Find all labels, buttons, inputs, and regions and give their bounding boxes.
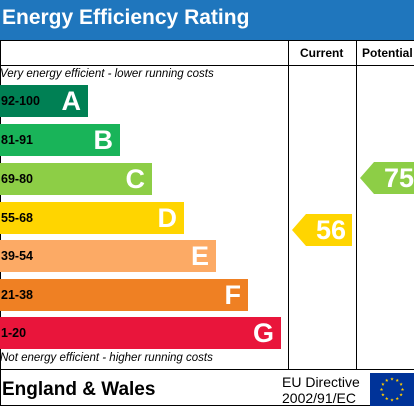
band-range: 69-80 — [1, 172, 33, 186]
band-letter: E — [190, 241, 209, 271]
eu-star-icon — [381, 392, 385, 397]
band-range: 39-54 — [1, 249, 33, 263]
eu-star-icon — [390, 377, 394, 381]
band-letter: A — [61, 86, 82, 116]
eu-star-icon — [379, 387, 384, 391]
page-title: Energy Efficiency Rating — [2, 6, 250, 29]
current-arrow-shape — [292, 214, 352, 246]
eu-flag-icon — [370, 373, 414, 406]
eu-directive: EU Directive 2002/91/EC — [282, 374, 360, 406]
current-column-header: Current — [300, 46, 344, 60]
band-range: 92-100 — [1, 94, 40, 108]
top-note: Very energy efficient - lower running co… — [0, 68, 214, 80]
potential-column-header: Potential — [362, 46, 413, 60]
eu-star-icon — [385, 396, 389, 401]
band-range: 21-38 — [1, 288, 33, 302]
band-letter: G — [252, 318, 274, 348]
band-g: 1-20 G — [0, 317, 281, 349]
current-rating-arrow: 56 — [292, 214, 352, 246]
current-column-right-divider — [356, 40, 357, 369]
current-rating-value: 56 — [315, 215, 346, 245]
eu-star-icon — [390, 398, 394, 402]
band-c: 69-80 C — [0, 163, 152, 195]
eu-star-icon — [381, 382, 385, 386]
current-column-left-divider — [288, 40, 289, 369]
eu-star-icon — [395, 396, 399, 401]
eu-star-icon — [399, 382, 403, 386]
eu-star-icon — [400, 387, 405, 391]
potential-rating-value: 75 — [383, 163, 414, 193]
potential-rating-arrow: 75 — [360, 162, 414, 194]
band-letter: F — [224, 280, 242, 310]
eu-directive-line2: 2002/91/EC — [282, 390, 356, 406]
band-range: 1-20 — [1, 326, 27, 340]
potential-arrow-shape — [360, 162, 414, 194]
eu-star-icon — [385, 378, 389, 382]
band-range: 81-91 — [1, 133, 33, 147]
eu-star-icon — [399, 392, 403, 397]
footer-country: England & Wales — [2, 379, 156, 400]
eu-directive-line1: EU Directive — [282, 374, 360, 390]
bottom-note: Not energy efficient - higher running co… — [0, 352, 213, 364]
eu-star-icon — [395, 378, 399, 382]
band-d: 55-68 D — [0, 202, 184, 234]
band-f: 21-38 F — [0, 279, 248, 311]
band-letter: B — [93, 125, 114, 155]
band-a: 92-100 A — [0, 85, 88, 117]
band-letter: D — [157, 203, 178, 233]
footer-divider — [0, 369, 414, 370]
band-e: 39-54 E — [0, 240, 216, 272]
band-letter: C — [125, 164, 146, 194]
header-divider — [0, 65, 414, 66]
band-range: 55-68 — [1, 211, 33, 225]
band-b: 81-91 B — [0, 124, 120, 156]
title-bar: Energy Efficiency Rating — [0, 0, 414, 40]
